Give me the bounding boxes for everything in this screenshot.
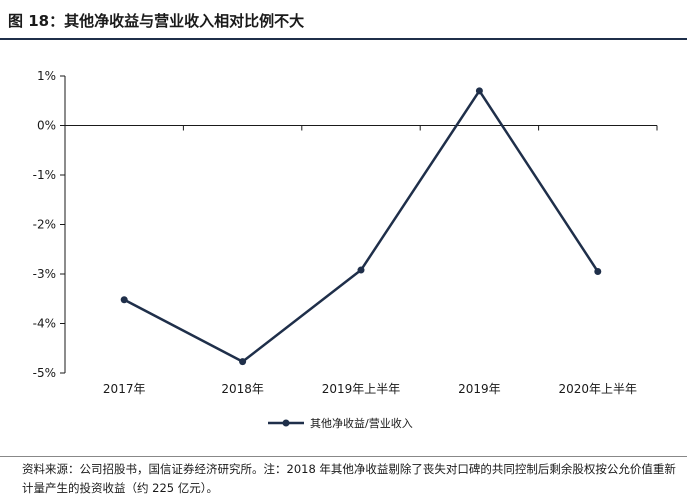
- data-point: [475, 87, 483, 95]
- legend-marker: [282, 419, 290, 427]
- data-point: [594, 268, 602, 276]
- data-point: [239, 358, 247, 366]
- source-divider: [0, 456, 687, 457]
- x-tick-label: 2019年上半年: [322, 382, 401, 396]
- source-note: 资料来源：公司招股书，国信证券经济研究所。注：2018 年其他净收益剔除了丧失对…: [22, 462, 676, 495]
- x-tick-label: 2020年上半年: [559, 382, 638, 396]
- y-tick-label: -1%: [33, 168, 56, 182]
- y-tick-label: 1%: [37, 69, 56, 83]
- series-line: [123, 89, 599, 363]
- figure-title: 图 18：其他净收益与营业收入相对比例不大: [8, 12, 305, 30]
- x-tick-label: 2017年: [103, 382, 146, 396]
- figure-header: 图 18：其他净收益与营业收入相对比例不大: [0, 0, 687, 40]
- legend-label: 其他净收益/营业收入: [310, 416, 413, 430]
- data-point: [120, 296, 128, 304]
- y-tick-label: 0%: [37, 119, 56, 133]
- y-tick-label: -2%: [33, 218, 56, 232]
- x-tick-label: 2018年: [221, 382, 264, 396]
- y-tick-label: -3%: [33, 267, 56, 281]
- y-tick-label: -4%: [33, 317, 56, 331]
- y-tick-label: -5%: [33, 366, 56, 380]
- x-tick-label: 2019年: [458, 382, 501, 396]
- data-point: [357, 266, 365, 274]
- line-chart: 1% 0% -1% -2% -3% -4% -5% 2017年 2018年 2019年上半年 201…: [33, 69, 658, 430]
